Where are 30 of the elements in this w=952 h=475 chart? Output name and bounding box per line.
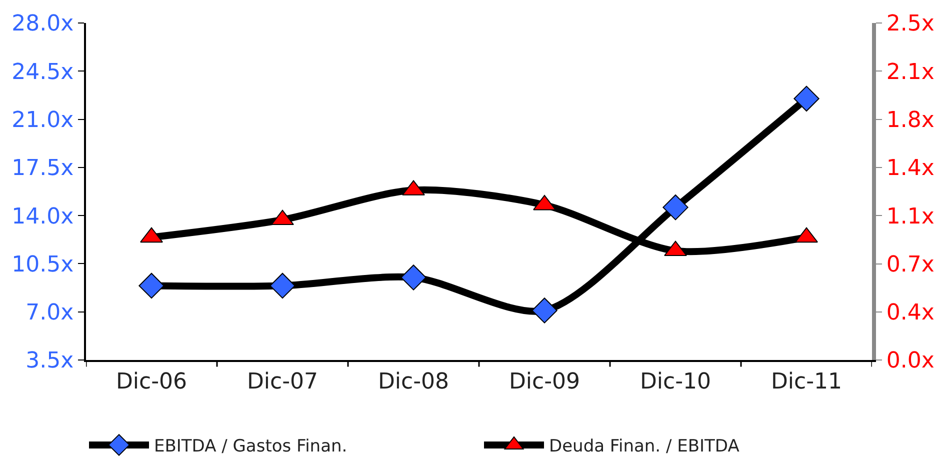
point <box>662 194 688 220</box>
y2-tick-label: 1.4x <box>886 156 934 182</box>
y-tick-label: 14.0x <box>12 204 74 230</box>
y-tick-label: 21.0x <box>12 108 74 133</box>
y2-tick-label: 0.7x <box>886 252 934 278</box>
y-tick-label: 17.5x <box>12 156 74 182</box>
point <box>794 86 820 112</box>
legend-label: Deuda Finan. / EBITDA <box>549 436 740 457</box>
legend-label: EBITDA / Gastos Finan. <box>154 436 348 457</box>
point <box>270 272 296 299</box>
point <box>400 264 426 290</box>
x-tick-label: Dic-07 <box>246 369 318 394</box>
x-tick-label: Dic-10 <box>640 369 712 394</box>
y2-tick-label: 2.5x <box>886 12 934 37</box>
y2-tick-label: 1.8x <box>886 108 934 133</box>
x-tick-label: Dic-08 <box>378 369 450 394</box>
point <box>138 272 164 299</box>
y-tick-label: 24.5x <box>12 60 74 85</box>
y2-tick-label: 2.1x <box>886 60 934 85</box>
x-tick-label: Dic-11 <box>770 369 842 394</box>
x-tick-label: Dic-06 <box>116 369 188 394</box>
point <box>532 298 558 324</box>
y-tick-label: 7.0x <box>26 300 74 326</box>
x-tick-label: Dic-09 <box>508 369 580 394</box>
y-tick-label: 28.0x <box>12 12 74 37</box>
y-tick-label: 10.5x <box>12 252 74 278</box>
y2-tick-label: 1.1x <box>886 204 934 230</box>
y-tick-label: 3.5x <box>26 348 74 374</box>
y2-tick-label: 0.0x <box>886 348 934 374</box>
y2-tick-label: 0.4x <box>886 300 934 326</box>
